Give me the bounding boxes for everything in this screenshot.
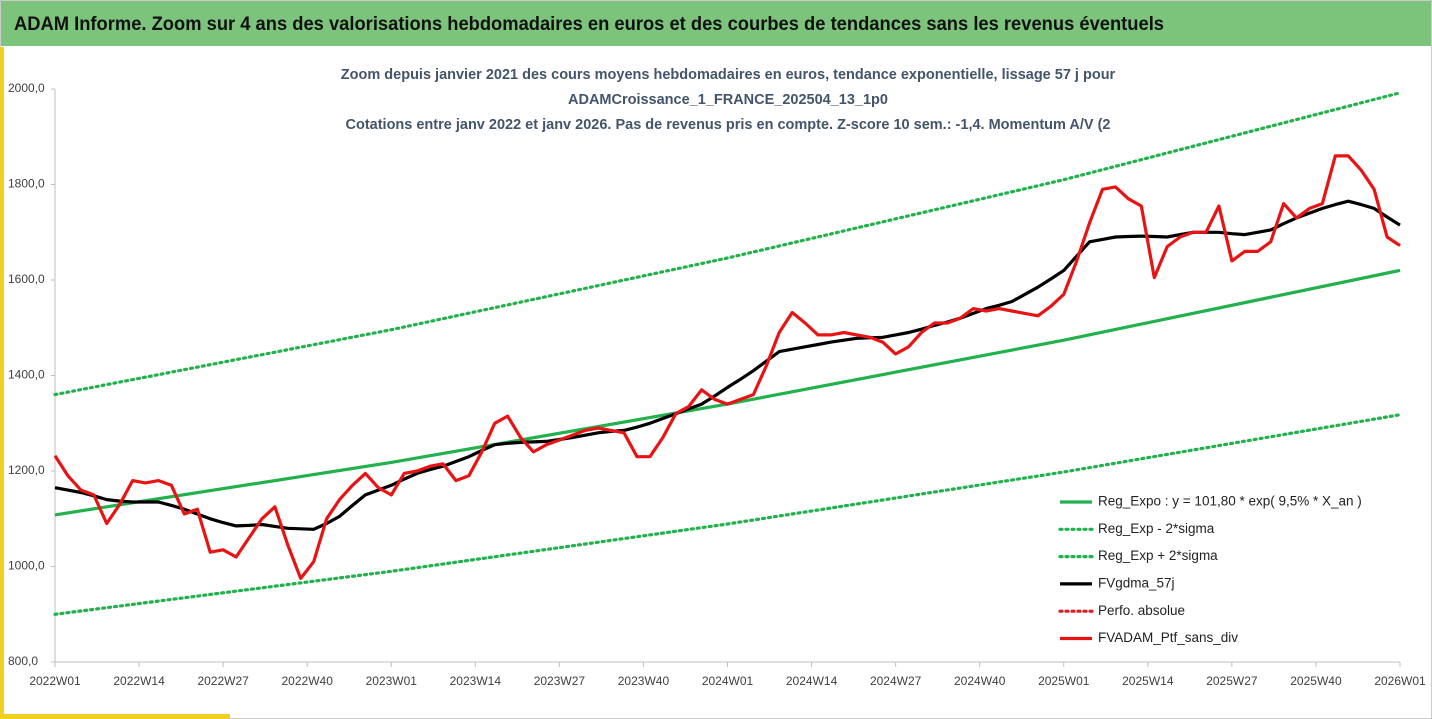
series-line <box>54 199 1401 531</box>
x-tick-label: 2022W40 <box>282 674 334 688</box>
x-tick-label: 2024W40 <box>954 674 1006 688</box>
legend-label: Reg_Expo : y = 101,80 * exp( 9,5% * X_an… <box>1098 494 1362 509</box>
x-tick-label: 2024W14 <box>786 674 838 688</box>
bottom-strip <box>0 714 230 719</box>
x-tick-label: 2026W01 <box>1374 674 1426 688</box>
legend-label: FVgdma_57j <box>1098 575 1175 590</box>
series-line <box>53 91 1402 397</box>
left-strip <box>0 47 4 719</box>
x-tick-label: 2025W40 <box>1290 674 1342 688</box>
x-tick-label: 2024W27 <box>870 674 922 688</box>
x-tick-label: 2025W01 <box>1038 674 1090 688</box>
y-tick-label: 800,0 <box>8 654 38 668</box>
x-tick-label: 2024W01 <box>702 674 754 688</box>
legend-label: Reg_Exp + 2*sigma <box>1098 548 1218 563</box>
chart-title: Cotations entre janv 2022 et janv 2026. … <box>345 117 1110 133</box>
legend-label: FVADAM_Ptf_sans_div <box>1098 630 1238 645</box>
x-tick-label: 2022W01 <box>29 674 81 688</box>
chart-title: Zoom depuis janvier 2021 des cours moyen… <box>341 67 1116 83</box>
x-tick-label: 2022W14 <box>113 674 165 688</box>
x-tick-label: 2025W14 <box>1122 674 1174 688</box>
series-line <box>53 413 1402 616</box>
x-tick-label: 2023W27 <box>534 674 586 688</box>
header-title: ADAM Informe. Zoom sur 4 ans des valoris… <box>14 14 1164 35</box>
y-tick-label: 1800,0 <box>8 177 45 191</box>
header-bar <box>1 1 1431 46</box>
chart-title: ADAMCroissance_1_FRANCE_202504_13_1p0 <box>568 92 888 108</box>
x-tick-label: 2023W14 <box>450 674 502 688</box>
y-tick-label: 1400,0 <box>8 368 45 382</box>
series-line <box>53 154 1401 580</box>
y-tick-label: 1000,0 <box>8 559 45 573</box>
legend-label: Perfo. absolue <box>1098 603 1185 618</box>
legend-label: Reg_Exp - 2*sigma <box>1098 521 1215 536</box>
x-tick-label: 2025W27 <box>1206 674 1258 688</box>
y-tick-label: 2000,0 <box>8 81 45 95</box>
y-tick-label: 1600,0 <box>8 272 45 286</box>
x-tick-label: 2023W01 <box>366 674 418 688</box>
y-tick-label: 1200,0 <box>8 463 45 477</box>
x-tick-label: 2023W40 <box>618 674 670 688</box>
x-tick-label: 2022W27 <box>197 674 249 688</box>
